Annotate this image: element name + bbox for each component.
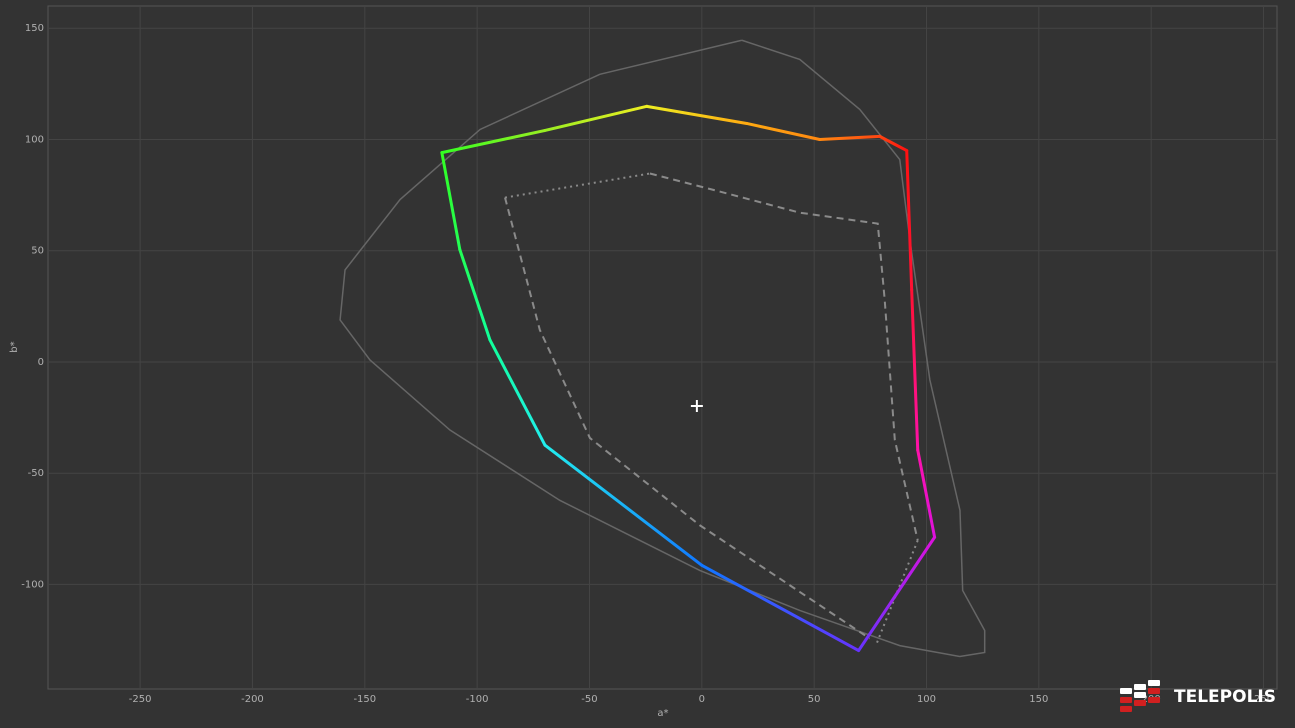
x-tick-label: -200 (241, 694, 264, 705)
gamut-outline (339, 39, 986, 658)
y-tick-label: 150 (25, 23, 44, 34)
gamut-segment (645, 104, 749, 125)
gamut-segment (440, 129, 547, 155)
gamut-outline (504, 197, 871, 640)
gamut-outline (649, 172, 919, 541)
gamut-segment (543, 443, 704, 567)
gamut-segment (458, 248, 492, 342)
gamut-segment (905, 149, 914, 292)
logo-text: TELEPOLIS (1174, 687, 1276, 707)
gamut-segment (910, 288, 920, 452)
gamut-segment (745, 121, 822, 141)
y-axis-label: b* (9, 341, 20, 352)
x-axis-label: a* (657, 708, 668, 719)
x-tick-label: 100 (917, 694, 936, 705)
logo-block (1148, 688, 1160, 694)
logo-block (1120, 697, 1132, 703)
y-tick-label: 100 (25, 134, 44, 145)
gamut-segment (700, 563, 861, 653)
y-tick-label: 50 (31, 246, 44, 257)
logo-block (1120, 688, 1132, 694)
x-tick-label: -150 (353, 694, 376, 705)
gamut-outline (504, 172, 651, 199)
gamut-segment (916, 448, 937, 539)
x-tick-label: -50 (581, 694, 597, 705)
logo-block (1134, 692, 1146, 698)
x-tick-label: 50 (808, 694, 821, 705)
gamut-segment (543, 104, 649, 133)
logo-block (1134, 700, 1146, 706)
x-tick-label: -100 (466, 694, 489, 705)
x-tick-label: 150 (1029, 694, 1048, 705)
gamut-segment (440, 151, 462, 252)
logo: TELEPOLIS (1120, 680, 1276, 712)
logo-block (1120, 706, 1132, 712)
logo-block (1148, 697, 1160, 703)
y-tick-label: -50 (28, 468, 44, 479)
y-tick-label: -100 (21, 579, 44, 590)
y-tick-label: 0 (38, 357, 44, 368)
x-tick-label: -250 (129, 694, 152, 705)
x-tick-label: 0 (699, 694, 705, 705)
gamut-segment (488, 338, 547, 447)
logo-block (1148, 680, 1160, 686)
gamut-segment (818, 134, 882, 141)
gamut-segment (878, 134, 909, 153)
x-tick-label: 250 (1254, 694, 1273, 705)
logo-block (1134, 684, 1146, 690)
gamut-segment (857, 535, 937, 653)
